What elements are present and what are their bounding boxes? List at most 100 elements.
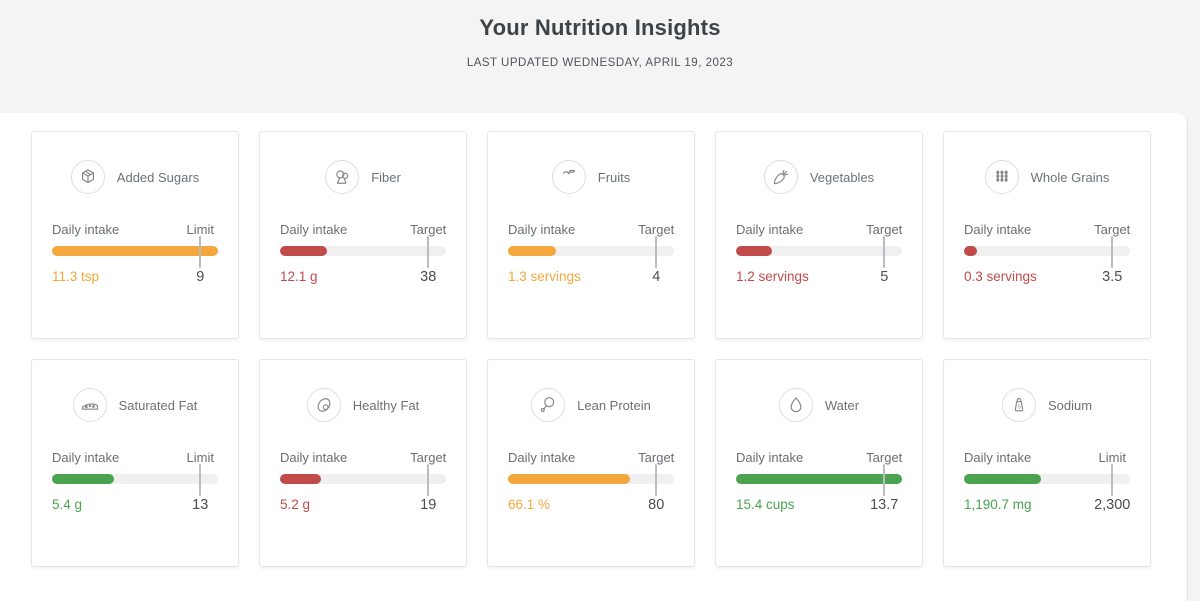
card-title: Water [824, 397, 860, 413]
intake-value: 1,190.7 mg [964, 497, 1032, 512]
values-row: 1.2 servings 5 [736, 269, 902, 287]
intake-value: 15.4 cups [736, 497, 795, 512]
nutrient-card-saturated-fat: Saturated Fat Daily intake Limit 5.4 g 1… [31, 359, 239, 567]
page-title: Your Nutrition Insights [479, 15, 721, 40]
daily-intake-label: Daily intake [964, 450, 1032, 465]
card-header-row: Water [736, 388, 902, 422]
bar-fill [280, 474, 321, 484]
goal-label: Target [638, 450, 675, 465]
bar-fill [52, 246, 218, 256]
goal-tick-marker [655, 464, 658, 496]
goal-tick-marker [883, 464, 886, 496]
bar-fill [964, 474, 1041, 484]
values-row: 0.3 servings 3.5 [964, 269, 1130, 287]
values-row: 1,190.7 mg 2,300 [964, 497, 1130, 515]
goal-value: 80 [648, 497, 665, 513]
goal-value: 19 [420, 497, 437, 513]
intake-value: 66.1 % [508, 497, 551, 512]
labels-row: Daily intake Target [736, 450, 902, 466]
daily-intake-label: Daily intake [280, 450, 348, 465]
intake-progress-bar [508, 236, 674, 268]
bar-track [508, 246, 674, 256]
intake-progress-bar [280, 236, 446, 268]
goal-tick-marker [199, 236, 202, 268]
daily-intake-label: Daily intake [52, 222, 120, 237]
card-header-row: Vegetables [736, 160, 902, 194]
nutrient-card-fiber: Fiber Daily intake Target 12.1 g 38 [259, 131, 467, 339]
daily-intake-label: Daily intake [736, 222, 804, 237]
goal-value: 13 [192, 497, 209, 513]
card-title: Lean Protein [577, 397, 651, 413]
card-title: Fiber [371, 169, 401, 185]
sugar-cubes-icon [70, 160, 105, 194]
bar-fill [736, 474, 902, 484]
intake-progress-bar [736, 236, 902, 268]
nutrient-card-added-sugars: Added Sugars Daily intake Limit 11.3 tsp… [31, 131, 239, 339]
daily-intake-label: Daily intake [736, 450, 804, 465]
goal-value: 4 [652, 269, 661, 285]
goal-value: 13.7 [870, 497, 899, 513]
nutrient-card-fruits: Fruits Daily intake Target 1.3 servings … [487, 131, 695, 339]
daily-intake-label: Daily intake [508, 222, 576, 237]
goal-value: 3.5 [1102, 269, 1123, 285]
values-row: 12.1 g 38 [280, 269, 446, 287]
goal-label: Target [410, 222, 447, 237]
svg-text:S: S [1017, 404, 1021, 410]
content-panel: Added Sugars Daily intake Limit 11.3 tsp… [0, 113, 1188, 601]
broccoli-icon [325, 160, 360, 194]
card-title: Sodium [1047, 397, 1093, 413]
apple-icon [551, 160, 586, 194]
intake-value: 5.2 g [280, 497, 311, 512]
goal-tick-marker [427, 236, 430, 268]
daily-intake-label: Daily intake [964, 222, 1032, 237]
labels-row: Daily intake Target [508, 450, 674, 466]
card-header-row: Healthy Fat [280, 388, 446, 422]
card-title: Fruits [597, 169, 631, 185]
bar-fill [736, 246, 772, 256]
card-header-row: Saturated Fat [52, 388, 218, 422]
nutrient-card-water: Water Daily intake Target 15.4 cups 13.7 [715, 359, 923, 567]
daily-intake-label: Daily intake [52, 450, 120, 465]
goal-label: Target [866, 222, 903, 237]
bar-fill [52, 474, 114, 484]
intake-progress-bar [964, 464, 1130, 496]
bar-track [280, 474, 446, 484]
nutrient-card-lean-protein: Lean Protein Daily intake Target 66.1 % … [487, 359, 695, 567]
values-row: 11.3 tsp 9 [52, 269, 218, 287]
intake-progress-bar [280, 464, 446, 496]
goal-label: Limit [186, 450, 214, 465]
goal-tick-marker [883, 236, 886, 268]
intake-value: 11.3 tsp [52, 269, 100, 284]
goal-label: Target [1094, 222, 1131, 237]
card-header-row: S Sodium [964, 388, 1130, 422]
labels-row: Daily intake Limit [52, 222, 218, 238]
nutrient-card-healthy-fat: Healthy Fat Daily intake Target 5.2 g 19 [259, 359, 467, 567]
labels-row: Daily intake Target [964, 222, 1130, 238]
goal-value: 2,300 [1094, 497, 1131, 513]
labels-row: Daily intake Target [280, 222, 446, 238]
values-row: 15.4 cups 13.7 [736, 497, 902, 515]
card-header-row: Added Sugars [52, 160, 218, 194]
card-title: Saturated Fat [118, 397, 198, 413]
intake-progress-bar [508, 464, 674, 496]
values-row: 1.3 servings 4 [508, 269, 674, 287]
card-header-row: Fruits [508, 160, 674, 194]
intake-progress-bar [52, 464, 218, 496]
intake-progress-bar [736, 464, 902, 496]
goal-label: Target [638, 222, 675, 237]
intake-progress-bar [964, 236, 1130, 268]
avocado-icon [306, 388, 341, 422]
nutrient-card-vegetables: Vegetables Daily intake Target 1.2 servi… [715, 131, 923, 339]
last-updated-subtitle: LAST UPDATED WEDNESDAY, APRIL 19, 2023 [466, 57, 734, 69]
wheat-icon [984, 160, 1019, 194]
goal-tick-marker [1111, 236, 1114, 268]
bar-fill [280, 246, 328, 256]
goal-label: Target [410, 450, 447, 465]
daily-intake-label: Daily intake [280, 222, 348, 237]
cheese-icon [72, 388, 107, 422]
labels-row: Daily intake Limit [964, 450, 1130, 466]
salt-shaker-icon: S [1001, 388, 1036, 422]
cards-grid: Added Sugars Daily intake Limit 11.3 tsp… [0, 113, 1187, 567]
goal-tick-marker [1111, 464, 1114, 496]
intake-value: 1.2 servings [736, 269, 809, 284]
